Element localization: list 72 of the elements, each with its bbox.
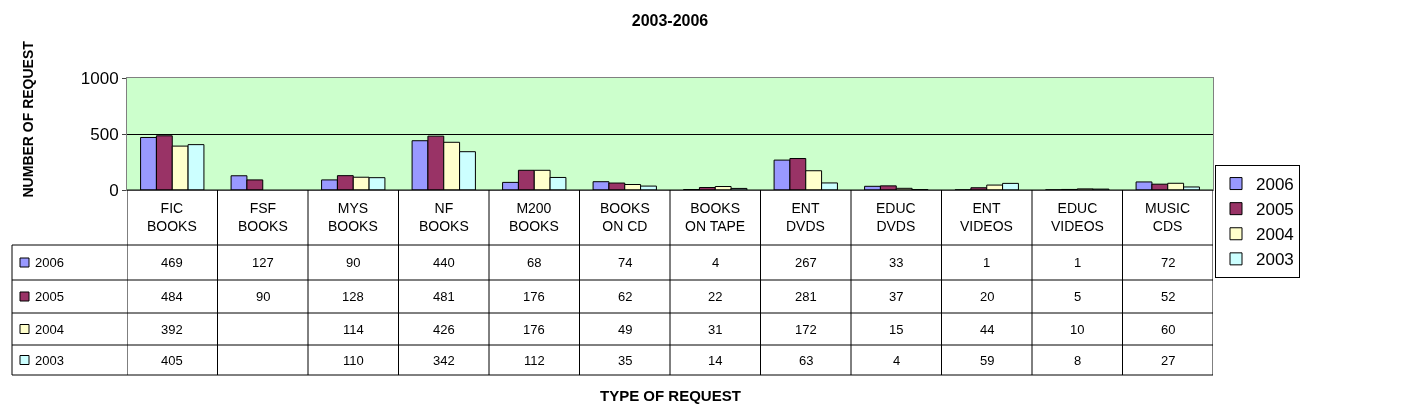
text: TYPE OF REQUEST	[600, 387, 741, 404]
y-tick-label: 500	[90, 124, 119, 144]
data-label: 59	[980, 353, 995, 368]
text: 2003	[35, 353, 64, 368]
data-label: 127	[252, 255, 274, 270]
data-label: 440	[433, 255, 455, 270]
data-label: 342	[433, 353, 455, 368]
chart-title: 2003-2006	[631, 11, 709, 29]
x-tick-label: FSF BOOKS	[238, 200, 288, 235]
data-label: 392	[161, 322, 183, 337]
data-label: 110	[343, 353, 364, 368]
data-label: 37	[889, 289, 904, 304]
data-label: 484	[161, 289, 183, 304]
data-label: 52	[1161, 289, 1176, 304]
data-label: 62	[618, 289, 633, 304]
x-tick-label: MUSIC CDS	[1145, 200, 1191, 235]
text: 2005	[35, 289, 64, 304]
data-label: 426	[433, 322, 455, 337]
data-label: 14	[708, 353, 723, 368]
x-tick-label: MYS BOOKS	[328, 200, 378, 235]
data-label: 72	[1161, 255, 1176, 270]
x-tick-label: ENT VIDEOS	[960, 200, 1013, 235]
legend-label: 2004	[1256, 225, 1294, 245]
y-tick-label: 1000	[80, 68, 119, 88]
x-tick-label: BOOKS ON CD	[600, 200, 650, 235]
data-label: 267	[795, 255, 817, 270]
data-label: 35	[618, 353, 633, 368]
data-label: 481	[433, 289, 455, 304]
data-label: 4	[712, 255, 720, 270]
data-label: 44	[980, 322, 995, 337]
data-label: 4	[893, 353, 901, 368]
text: 2006	[1256, 175, 1294, 195]
y-tick-label: 0	[109, 180, 119, 200]
data-label: 172	[795, 322, 817, 337]
data-label: 281	[795, 289, 817, 304]
data-label: 15	[889, 322, 904, 337]
data-label: 90	[256, 289, 271, 304]
legend-label: 2005	[1256, 200, 1294, 220]
data-label: 8	[1074, 353, 1082, 368]
data-label: 405	[161, 353, 183, 368]
data-label: 128	[342, 289, 364, 304]
data-label: 60	[1161, 322, 1176, 337]
data-label: 49	[618, 322, 633, 337]
data-label: 63	[799, 353, 814, 368]
data-label: 68	[527, 255, 542, 270]
x-tick-label: ENT DVDS	[786, 200, 825, 235]
x-tick-label: EDUC DVDS	[876, 200, 916, 235]
data-label: 90	[346, 255, 361, 270]
x-tick-label: M200 BOOKS	[509, 200, 559, 235]
x-tick-label: BOOKS ON TAPE	[685, 200, 746, 235]
legend-label: 2006	[35, 255, 64, 270]
data-label: 5	[1074, 289, 1082, 304]
data-label: 176	[523, 289, 545, 304]
data-label: 1	[983, 255, 991, 270]
x-tick-label: NF BOOKS	[419, 200, 469, 235]
x-tick-label: EDUC VIDEOS	[1051, 200, 1104, 235]
data-label: 176	[523, 322, 545, 337]
data-label: 27	[1161, 353, 1176, 368]
data-label: 1	[1074, 255, 1082, 270]
data-label: 114	[343, 322, 364, 337]
x-tick-label: FIC BOOKS	[147, 200, 197, 235]
text: 2004	[35, 322, 64, 337]
data-label: 20	[980, 289, 995, 304]
data-label: 74	[618, 255, 633, 270]
data-label: 22	[708, 289, 723, 304]
data-label: 10	[1070, 322, 1085, 337]
legend-label: 2003	[1256, 250, 1294, 270]
data-label: 112	[524, 353, 545, 368]
data-label: 469	[161, 255, 183, 270]
data-label: 33	[889, 255, 904, 270]
data-label: 31	[708, 322, 723, 337]
y-axis-title: NUMBER OF REQUEST	[19, 40, 36, 198]
